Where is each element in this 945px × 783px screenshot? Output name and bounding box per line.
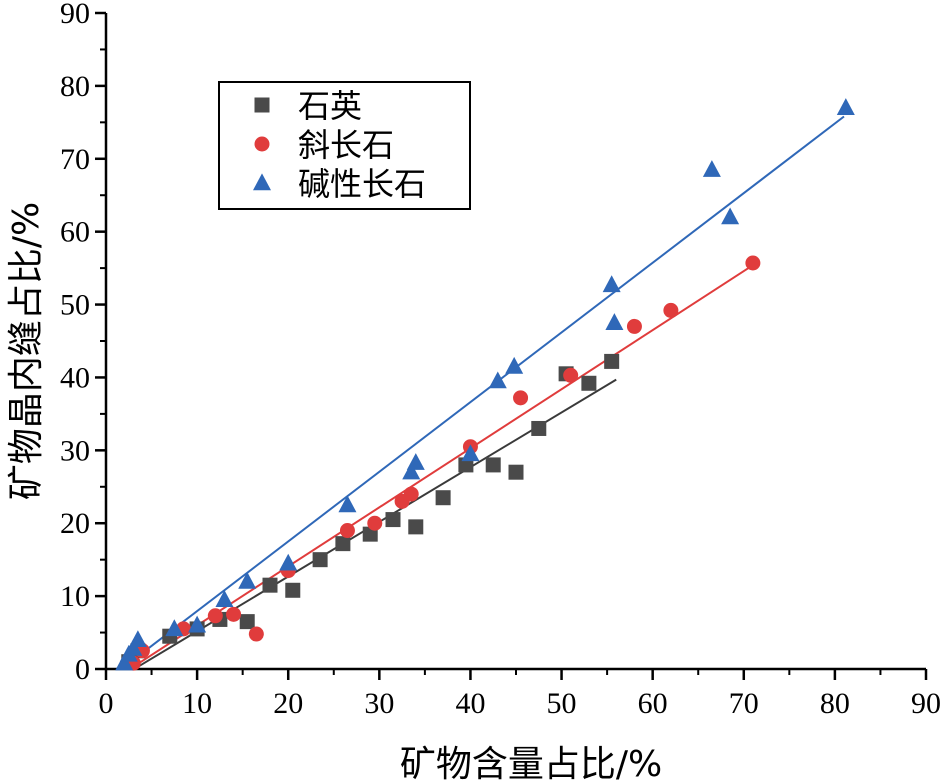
point-square	[335, 536, 351, 552]
point-triangle	[702, 160, 721, 177]
data-points-layer	[115, 98, 855, 671]
point-triangle	[165, 619, 184, 637]
y-tick-label: 90	[60, 0, 90, 30]
point-triangle	[505, 356, 524, 374]
x-tick-label: 60	[638, 687, 668, 720]
point-circle	[663, 302, 679, 318]
point-triangle	[406, 453, 425, 470]
x-tick-label: 90	[911, 687, 941, 720]
point-triangle	[461, 444, 480, 462]
y-tick-label: 60	[60, 216, 90, 249]
point-circle	[339, 523, 355, 539]
point-triangle	[488, 371, 507, 389]
point-triangle	[124, 638, 143, 656]
point-circle	[367, 515, 383, 531]
point-square	[239, 614, 255, 630]
point-circle	[207, 608, 223, 624]
legend-marker-circle	[254, 136, 270, 152]
point-square	[604, 353, 620, 369]
point-square	[485, 457, 501, 473]
point-circle	[403, 486, 419, 502]
point-circle	[626, 318, 642, 334]
x-tick-label: 20	[273, 687, 303, 720]
x-tick-label: 10	[182, 687, 212, 720]
x-tick-label: 80	[820, 687, 850, 720]
point-square	[581, 375, 597, 391]
point-triangle	[602, 275, 621, 293]
legend-label: 斜长石	[298, 126, 394, 164]
point-triangle	[721, 207, 740, 225]
x-tick-label: 50	[547, 687, 577, 720]
x-tick-label: 30	[364, 687, 394, 720]
point-triangle	[188, 615, 207, 633]
y-tick-label: 70	[60, 143, 90, 176]
point-square	[435, 490, 451, 506]
point-square	[262, 577, 278, 593]
y-tick-label: 0	[75, 653, 90, 686]
point-circle	[563, 367, 579, 383]
legend-label: 石英	[298, 87, 362, 125]
point-triangle	[128, 630, 147, 648]
point-triangle	[338, 495, 357, 513]
point-square	[285, 582, 301, 598]
x-axis-title: 矿物含量占比/%	[400, 744, 662, 783]
x-tick-label: 40	[455, 687, 485, 720]
point-triangle	[215, 590, 234, 607]
point-square	[385, 512, 401, 528]
x-tick-label: 70	[729, 687, 759, 720]
point-triangle	[279, 553, 298, 571]
point-triangle	[115, 653, 134, 671]
y-tick-label: 80	[60, 70, 90, 103]
point-square	[408, 519, 424, 535]
point-square	[508, 464, 524, 480]
y-axis-title: 矿物晶内缝占比/%	[6, 202, 47, 500]
point-circle	[745, 255, 761, 271]
point-circle	[248, 626, 264, 642]
point-square	[531, 420, 547, 436]
fit-line-triangle	[123, 115, 845, 668]
y-tick-label: 10	[60, 580, 90, 613]
y-tick-label: 50	[60, 289, 90, 322]
legend-label: 碱性长石	[298, 165, 426, 203]
axes-layer: 0 10 20 30 40 50 60 70 80 90 0 10 20 30 40 50 60 70 80 90	[60, 0, 941, 720]
point-square	[312, 552, 328, 568]
legend-marker-triangle	[253, 173, 271, 191]
y-tick-label: 40	[60, 361, 90, 394]
fit-line-circle	[132, 264, 754, 668]
y-tick-label: 30	[60, 434, 90, 467]
point-triangle	[605, 313, 624, 330]
point-circle	[226, 606, 242, 622]
point-triangle	[238, 571, 257, 589]
legend-marker-square	[254, 97, 270, 113]
y-tick-label: 20	[60, 507, 90, 540]
point-circle	[513, 390, 529, 406]
x-tick-label: 0	[99, 687, 114, 720]
point-triangle	[402, 462, 421, 480]
point-triangle	[836, 98, 855, 115]
